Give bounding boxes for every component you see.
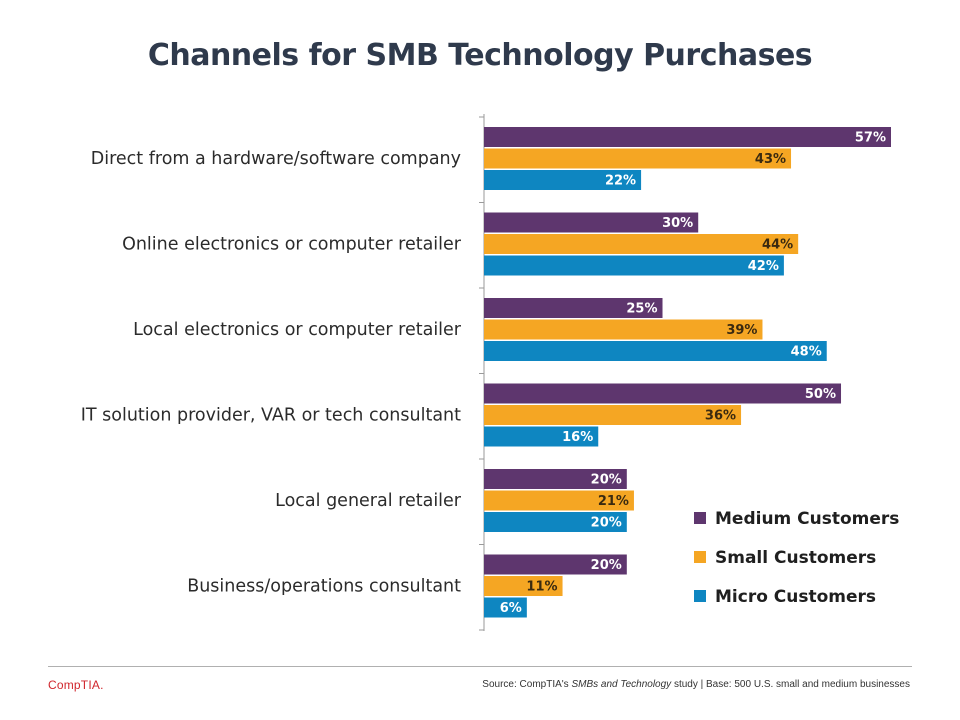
comptia-logo: CompTIA. xyxy=(48,678,104,692)
bar xyxy=(484,341,827,361)
category-label: Direct from a hardware/software company xyxy=(91,149,461,169)
legend-label: Small Customers xyxy=(715,548,876,568)
bar xyxy=(484,469,627,489)
bar xyxy=(484,426,599,447)
data-label: 20% xyxy=(591,473,622,488)
bar xyxy=(484,148,792,169)
data-label: 42% xyxy=(748,259,779,274)
bar xyxy=(484,255,784,276)
data-label: 44% xyxy=(762,238,793,253)
bar xyxy=(484,212,699,233)
data-label: 21% xyxy=(598,494,629,509)
data-label: 36% xyxy=(705,409,736,424)
source-note: Source: CompTIA's SMBs and Technology st… xyxy=(482,679,910,690)
category-label: Local electronics or computer retailer xyxy=(133,320,462,340)
data-label: 22% xyxy=(605,174,636,189)
legend-swatch xyxy=(694,512,706,524)
bar xyxy=(484,234,799,254)
data-label: 57% xyxy=(855,131,886,146)
data-label: 16% xyxy=(562,430,593,445)
data-label: 50% xyxy=(805,387,836,402)
category-label: Local general retailer xyxy=(275,491,462,511)
bar xyxy=(484,576,563,596)
source-prefix: Source: CompTIA's xyxy=(482,679,572,690)
bar xyxy=(484,127,891,147)
bar-chart: Direct from a hardware/software company 5… xyxy=(81,114,899,631)
category-label: Online electronics or computer retailer xyxy=(122,234,462,254)
data-label: 25% xyxy=(626,302,657,317)
source-suffix: study | Base: 500 U.S. small and medium … xyxy=(671,679,910,690)
data-label: 6% xyxy=(500,601,522,616)
data-label: 39% xyxy=(726,323,757,338)
footer-divider xyxy=(48,666,912,667)
bar xyxy=(484,319,763,340)
bar xyxy=(484,298,663,318)
legend-swatch xyxy=(694,551,706,563)
bar xyxy=(484,383,842,404)
category-label: Business/operations consultant xyxy=(187,576,461,596)
chart-title: Channels for SMB Technology Purchases xyxy=(147,38,813,73)
bar xyxy=(484,512,627,532)
source-study: SMBs and Technology xyxy=(571,679,672,690)
category-label: IT solution provider, VAR or tech consul… xyxy=(81,405,461,425)
legend-label: Micro Customers xyxy=(715,587,876,607)
data-label: 30% xyxy=(662,216,693,231)
bar xyxy=(484,170,642,190)
legend-label: Medium Customers xyxy=(715,509,899,529)
legend-swatch xyxy=(694,590,706,602)
data-label: 48% xyxy=(791,345,822,360)
data-label: 43% xyxy=(755,152,786,167)
data-label: 20% xyxy=(591,558,622,573)
bar xyxy=(484,554,627,575)
data-label: 11% xyxy=(526,580,557,595)
bar xyxy=(484,597,527,618)
bar xyxy=(484,405,742,425)
bar xyxy=(484,490,634,511)
data-label: 20% xyxy=(591,516,622,531)
